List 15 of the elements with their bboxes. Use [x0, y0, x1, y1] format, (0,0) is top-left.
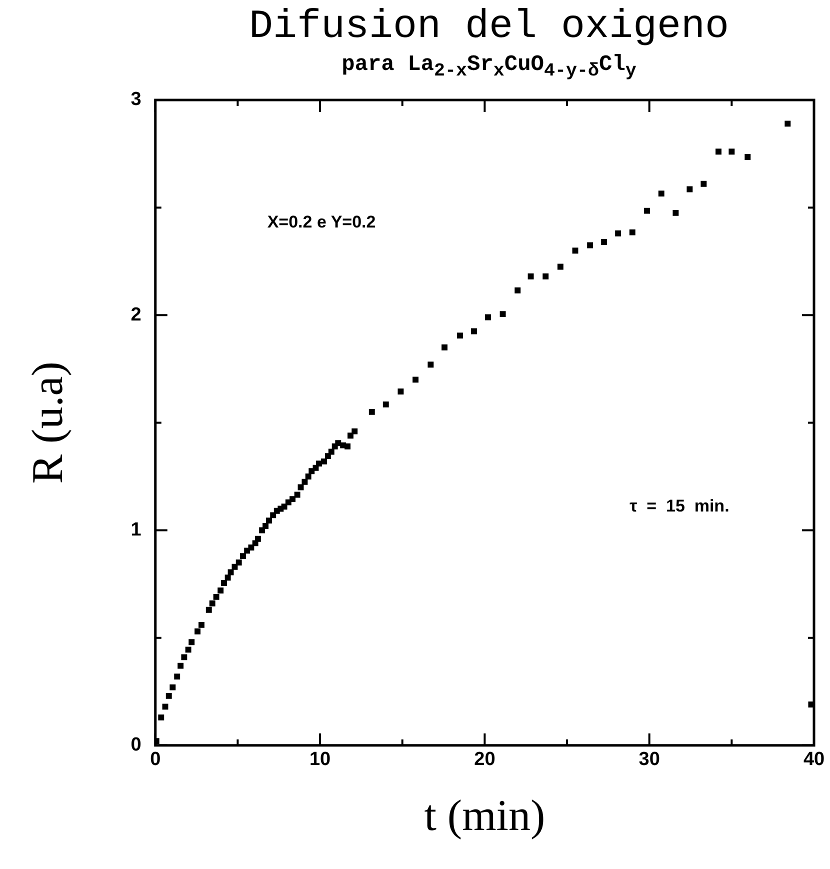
y-tick-label: 2 [130, 304, 142, 326]
y-tick-label: 1 [130, 520, 142, 540]
annotation: τ = 15 min. [630, 496, 730, 516]
chart-subtitle: para La$_{2-x}$Sr$_{x}$CuO$_{4-y-δ}$Cl$_{y}$ [340, 52, 638, 82]
x-tick-label: 20 [474, 749, 496, 770]
y-tick-label: 3 [130, 89, 142, 110]
x-tick-label: 0 [150, 749, 161, 770]
x-tick-label: 30 [638, 749, 660, 770]
annotation: X=0.2 e Y=0.2 [267, 212, 376, 232]
x-tick-label: 10 [309, 749, 331, 770]
y-tick-label: 0 [130, 734, 142, 756]
y-axis-title: R (u.a) [22, 362, 72, 484]
x-tick-label: 40 [803, 749, 825, 770]
chart-title: Difusion del oxigeno [248, 4, 730, 52]
x-axis-title: t (min) [424, 791, 546, 840]
